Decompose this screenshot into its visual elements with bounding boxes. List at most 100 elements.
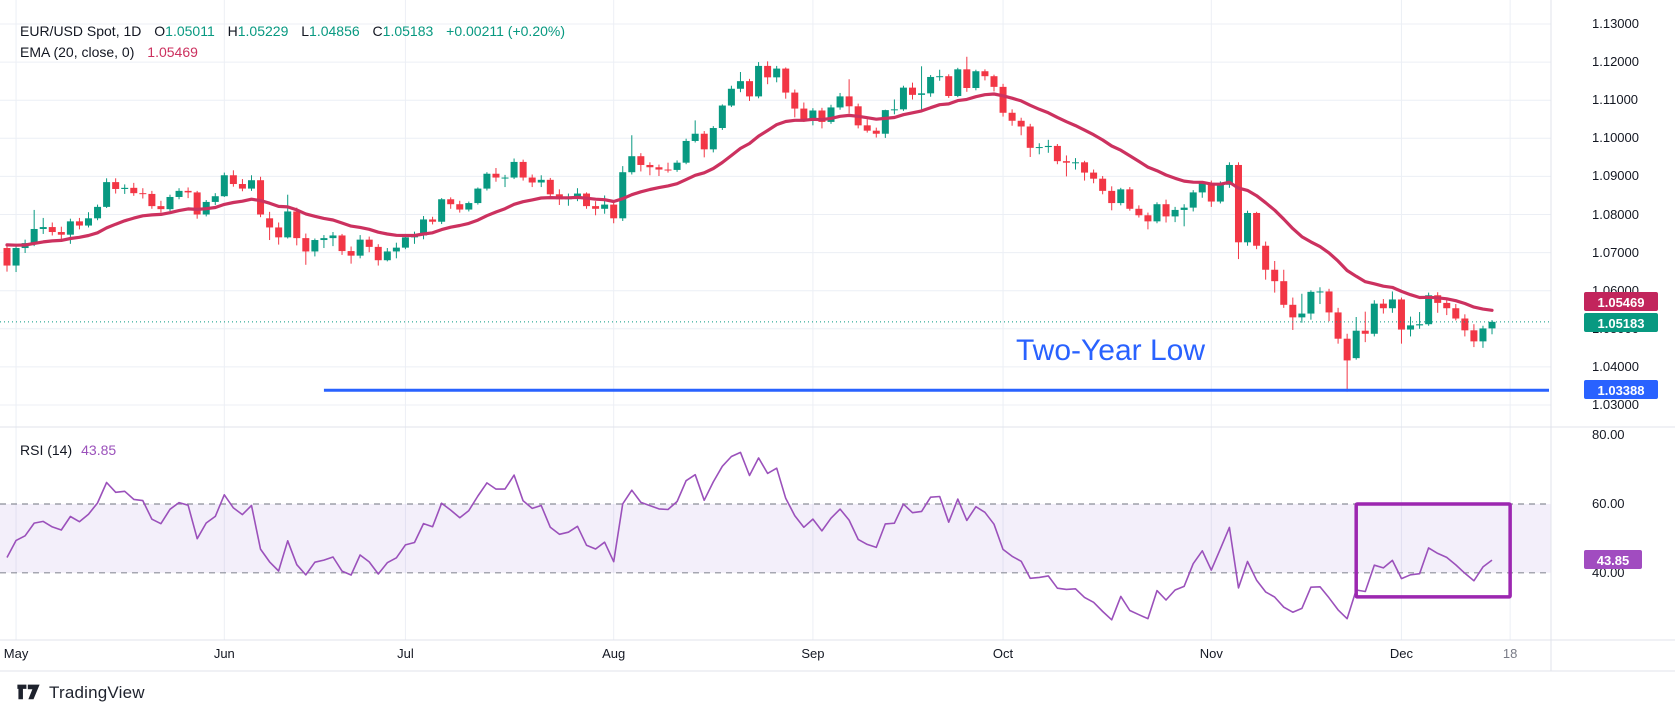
high-value: 1.05229	[237, 23, 289, 39]
two-year-low-label: Two-Year Low	[1016, 334, 1205, 367]
time-axis-label-sep: Sep	[801, 646, 825, 661]
candle-body	[628, 156, 636, 173]
candle-body	[592, 206, 600, 209]
candle-body	[1262, 245, 1270, 270]
price-axis-label: 1.08000	[1592, 206, 1639, 222]
candle-body	[1180, 207, 1188, 210]
candle-body	[157, 206, 165, 210]
candle-body	[1162, 204, 1170, 217]
candle-body	[257, 180, 265, 215]
candle-body	[664, 169, 672, 171]
change-value: +0.00211 (+0.20%)	[446, 23, 566, 39]
ema-indicator-name: EMA (20, close, 0)	[20, 44, 135, 60]
candle-body	[736, 81, 744, 89]
candle-body	[546, 179, 554, 195]
candle-body	[972, 71, 980, 89]
tradingview-footer[interactable]: TradingView	[16, 683, 145, 703]
candle-body	[782, 68, 790, 93]
price-axis-label: 1.03000	[1592, 397, 1639, 412]
candle-body	[1053, 145, 1061, 162]
candle-body	[374, 246, 382, 261]
candle-body	[646, 164, 654, 168]
candle-body	[990, 76, 998, 87]
time-axis-label-jun: Jun	[213, 646, 235, 661]
rsi-axis-label: 60.00	[1592, 496, 1625, 511]
candle-body	[1425, 295, 1433, 325]
low-value: 1.04856	[309, 23, 360, 39]
candle-body	[863, 125, 871, 131]
candle-body	[1244, 212, 1252, 243]
candle-body	[139, 193, 147, 195]
time-axis-label-jul: Jul	[397, 646, 414, 661]
candle-body	[166, 196, 174, 210]
candle-body	[30, 228, 38, 244]
time-axis-label-dec: Dec	[1389, 646, 1414, 661]
candle-body	[365, 239, 373, 247]
candle-body	[791, 92, 799, 109]
candle-body	[1144, 215, 1152, 222]
candle-body	[1307, 291, 1315, 314]
candle-body	[1416, 324, 1424, 326]
candle-body	[1343, 338, 1351, 361]
time-axis-label-oct: Oct	[992, 646, 1014, 661]
candle-body	[1370, 303, 1378, 334]
candle-body	[872, 130, 880, 134]
candle-body	[899, 87, 907, 110]
candle-body	[1361, 330, 1369, 334]
candle-body	[356, 239, 364, 256]
candle-body	[266, 218, 274, 228]
rsi-highlight-box[interactable]	[1354, 502, 1512, 599]
candle-body	[220, 175, 228, 197]
candle-body	[1289, 304, 1297, 318]
candle-body	[465, 203, 473, 210]
candles-group[interactable]	[3, 56, 1496, 392]
candle-body	[103, 182, 111, 207]
candle-body	[1008, 112, 1016, 121]
candle-body	[211, 196, 219, 202]
symbol-legend[interactable]: EUR/USD Spot, 1D O1.05011 H1.05229 L1.04…	[20, 21, 565, 63]
candle-body	[963, 69, 971, 89]
ema-price-badge: 1.05469	[1584, 291, 1658, 311]
candle-body	[130, 187, 138, 194]
candle-body	[718, 105, 726, 129]
candle-body	[501, 177, 509, 179]
ema-legend-row[interactable]: EMA (20, close, 0) 1.05469	[20, 42, 565, 63]
tradingview-brand-text: TradingView	[49, 683, 145, 702]
candle-body	[610, 204, 618, 219]
candle-body	[347, 251, 355, 256]
candle-body	[945, 76, 953, 97]
rsi-axis-label: 40.00	[1592, 564, 1625, 580]
rsi-band	[0, 504, 1551, 573]
candle-body	[601, 204, 609, 209]
price-axis-label: 1.12000	[1592, 54, 1639, 70]
price-axis-label: 1.10000	[1592, 130, 1639, 146]
candle-body	[1352, 330, 1360, 359]
candle-body	[746, 81, 754, 97]
candle-body	[275, 227, 283, 238]
candle-body	[764, 65, 772, 78]
candle-body	[75, 221, 83, 226]
candle-body	[1470, 330, 1478, 342]
rsi-legend-row[interactable]: RSI (14) 43.85	[20, 442, 116, 458]
candle-body	[1488, 321, 1496, 329]
candle-body	[474, 188, 482, 204]
close-prefix: C	[372, 23, 383, 39]
ema-value: 1.05469	[147, 44, 198, 60]
candle-body	[1135, 208, 1143, 216]
time-axis-label-may: May	[3, 646, 29, 661]
candle-body	[918, 93, 926, 95]
candle-body	[48, 227, 56, 233]
candle-body	[981, 71, 989, 77]
candle-body	[1298, 313, 1306, 318]
ohlc-legend-row[interactable]: EUR/USD Spot, 1D O1.05011 H1.05229 L1.04…	[20, 21, 565, 42]
candle-body	[999, 86, 1007, 113]
last-price-badge: 1.05183	[1584, 312, 1658, 332]
price-axis-label: 1.11000	[1592, 92, 1639, 108]
high-prefix: H	[227, 23, 238, 39]
candle-body	[936, 76, 944, 78]
candle-body	[1153, 204, 1161, 222]
candle-body	[66, 221, 74, 235]
candle-body	[121, 187, 129, 189]
